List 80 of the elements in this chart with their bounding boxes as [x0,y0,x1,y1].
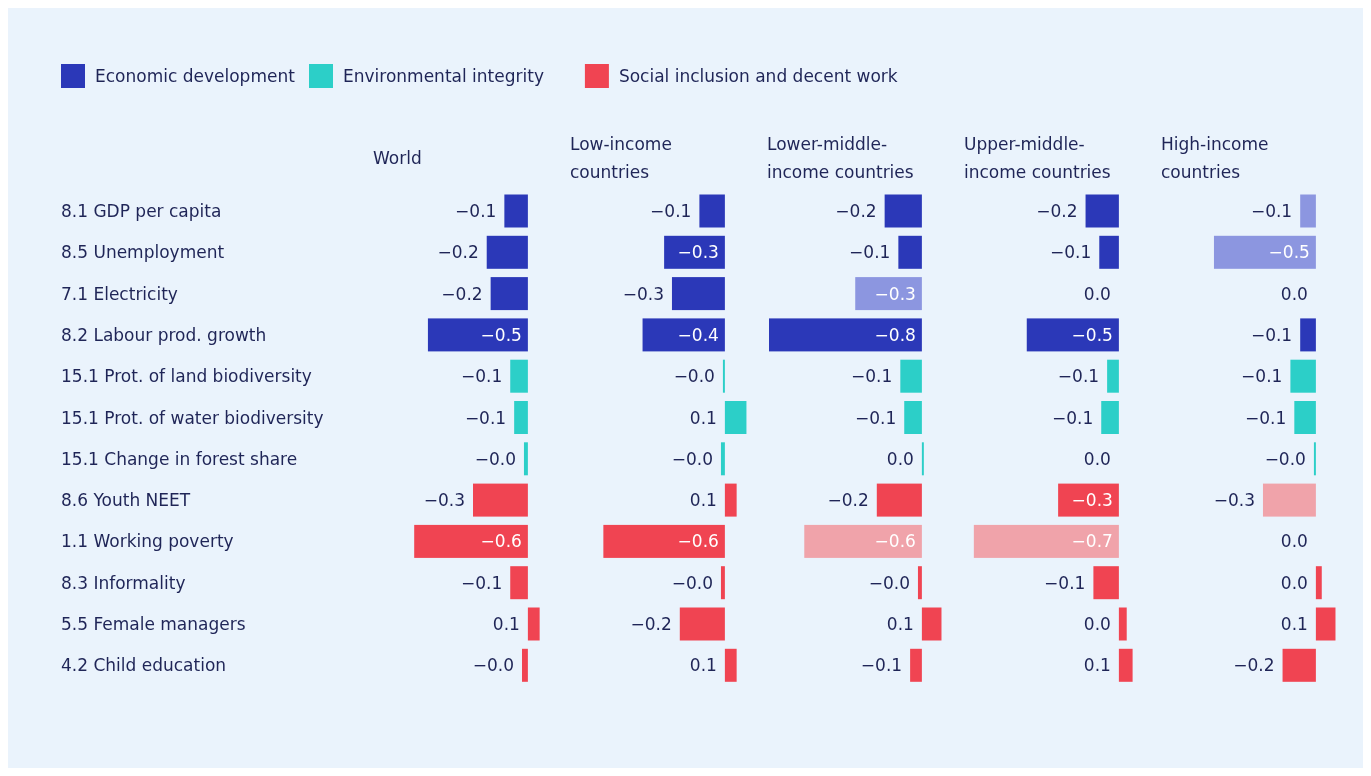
data-label: −0.2 [1036,201,1078,221]
data-label: −0.6 [874,531,916,552]
y-tick-label: 8.6 Youth NEET [61,490,191,511]
data-label: −0.2 [827,490,869,511]
data-label: −0.1 [860,655,903,676]
data-label: −0.8 [874,324,916,345]
chart-title: Upper-middle-income countries [964,134,1111,182]
data-label: −0.0 [472,655,514,676]
data-label: −0.3 [1213,490,1255,511]
legend-label: Social inclusion and decent work [618,66,898,86]
y-tick-label: 15.1 Prot. of water biodiversity [61,407,324,428]
data-label: −0.2 [441,283,483,304]
data-label: −0.0 [868,572,910,593]
data-label: −0.2 [835,201,877,221]
y-tick-label: 8.1 GDP per capita [61,201,222,221]
data-label: −0.1 [650,201,692,221]
data-label: −0.1 [1057,366,1100,387]
chart-title: Lower-middle-income countries [767,134,914,182]
data-label: −0.2 [630,614,672,634]
data-label: −0.3 [1071,490,1113,511]
data-label: 0.0 [1083,283,1111,304]
data-label: 0.0 [1083,614,1111,634]
data-label: −0.1 [1044,572,1086,593]
data-label: −0.2 [437,242,479,263]
data-label: −0.1 [1241,366,1283,387]
data-label: 0.0 [1280,283,1308,304]
y-tick-label: 8.2 Labour prod. growth [61,324,267,345]
data-label: −0.1 [1051,407,1094,428]
data-label: −0.7 [1071,531,1113,552]
data-label: −0.0 [671,572,713,593]
data-label: −0.1 [849,242,891,263]
data-label: 0.1 [689,490,717,511]
data-label: −0.1 [1050,242,1092,263]
data-label: 0.0 [886,448,914,469]
y-tick-label: 7.1 Electricity [61,283,178,304]
data-label: −0.4 [677,324,719,345]
data-label: −0.1 [1250,201,1293,221]
data-label: −0.1 [460,366,503,387]
y-tick-label: 5.5 Female managers [61,614,246,634]
data-label: 0.0 [1083,448,1111,469]
data-label: −0.6 [480,531,522,552]
chart-title: World [373,148,422,168]
data-label: 0.1 [689,655,717,676]
data-label: −0.3 [677,242,719,263]
data-label: −0.3 [874,283,916,304]
data-label: 0.0 [1280,531,1308,552]
data-label: 0.1 [886,614,914,634]
y-tick-label: 8.5 Unemployment [61,242,225,263]
data-label: −0.1 [854,407,897,428]
data-label: −0.0 [673,366,715,387]
data-label: −0.3 [423,490,465,511]
data-label: −0.5 [480,324,522,345]
data-label: 0.1 [1280,614,1308,634]
y-tick-label: 8.3 Informality [61,572,186,593]
chart-title: Low-income countries [570,134,672,182]
data-label: −0.6 [677,531,719,552]
data-label: −0.2 [1233,655,1275,676]
data-label: −0.1 [1250,324,1293,345]
y-tick-label: 1.1 Working poverty [61,531,234,552]
y-tick-label: 15.1 Prot. of land biodiversity [61,366,312,387]
y-tick-label: 4.2 Child education [61,655,227,676]
data-label: −0.1 [460,572,503,593]
data-label: −0.5 [1268,242,1310,263]
data-label: −0.0 [474,448,516,469]
data-label: 0.0 [1280,572,1308,593]
data-label: −0.3 [622,283,664,304]
data-label: 0.1 [1083,655,1111,676]
data-label: −0.5 [1071,324,1113,345]
data-label: 0.1 [492,614,520,634]
data-label: −0.1 [851,366,893,387]
data-label: −0.0 [671,448,713,469]
y-tick-label: 15.1 Change in forest share [61,448,298,469]
data-label: −0.1 [1245,407,1287,428]
data-label: −0.1 [464,407,507,428]
chart-title: High-income countries [1161,134,1269,182]
data-label: −0.0 [1264,448,1306,469]
legend-label: Environmental integrity [343,66,544,86]
data-label: −0.1 [455,201,497,221]
legend-label: Economic development [95,66,296,86]
data-label: 0.1 [689,407,717,428]
